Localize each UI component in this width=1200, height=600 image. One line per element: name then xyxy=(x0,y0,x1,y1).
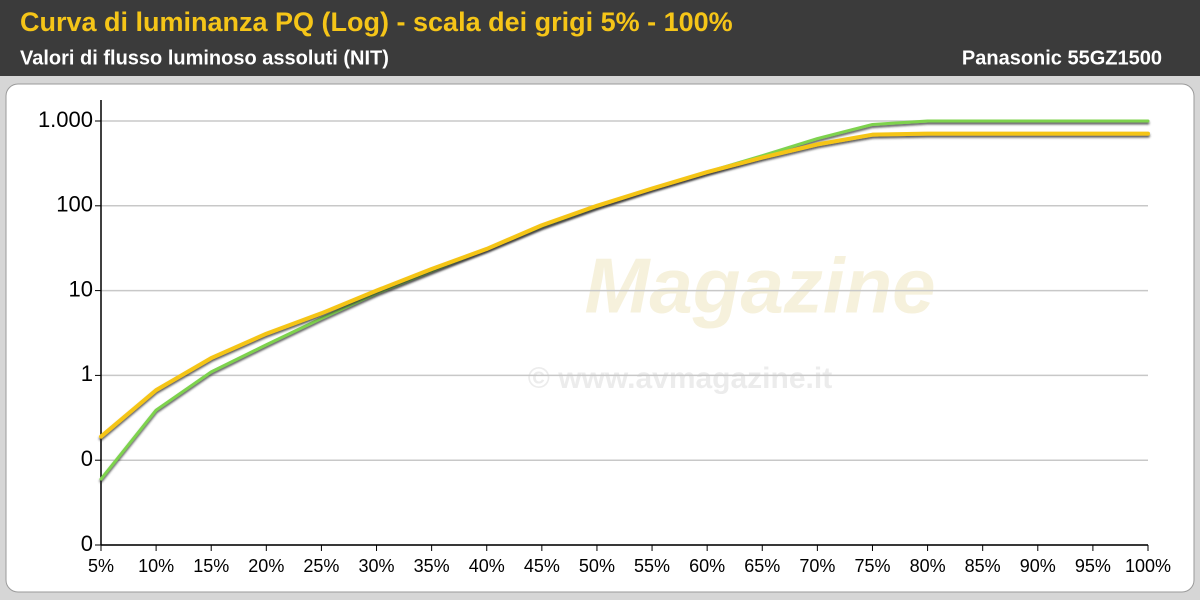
x-tick-label: 10% xyxy=(138,556,174,576)
y-tick-label: 0 xyxy=(81,446,93,471)
x-tick-label: 70% xyxy=(799,556,835,576)
x-tick-label: 75% xyxy=(854,556,890,576)
x-tick-label: 95% xyxy=(1075,556,1111,576)
header xyxy=(0,0,1200,76)
x-tick-label: 40% xyxy=(469,556,505,576)
y-tick-label: 100 xyxy=(56,192,93,217)
x-tick-label: 25% xyxy=(303,556,339,576)
x-tick-label: 90% xyxy=(1020,556,1056,576)
y-tick-label: 0 xyxy=(81,531,93,556)
x-tick-label: 30% xyxy=(359,556,395,576)
watermark: Magazine xyxy=(584,242,935,330)
x-tick-label: 100% xyxy=(1125,556,1171,576)
x-tick-label: 85% xyxy=(965,556,1001,576)
x-tick-label: 50% xyxy=(579,556,615,576)
x-tick-label: 55% xyxy=(634,556,670,576)
device-name: Panasonic 55GZ1500 xyxy=(962,47,1162,69)
chart-title: Curva di luminanza PQ (Log) - scala dei … xyxy=(20,7,733,37)
y-tick-label: 1.000 xyxy=(38,107,93,132)
x-tick-label: 35% xyxy=(414,556,450,576)
series-line xyxy=(99,131,1150,439)
x-tick-label: 20% xyxy=(248,556,284,576)
x-tick-label: 65% xyxy=(744,556,780,576)
x-tick-label: 15% xyxy=(193,556,229,576)
y-tick-label: 10 xyxy=(69,276,93,301)
x-tick-label: 45% xyxy=(524,556,560,576)
x-tick-label: 60% xyxy=(689,556,725,576)
x-tick-label: 80% xyxy=(910,556,946,576)
chart-subtitle: Valori di flusso luminoso assoluti (NIT) xyxy=(20,47,389,69)
y-tick-label: 1 xyxy=(81,361,93,386)
watermark: © www.avmagazine.it xyxy=(528,362,832,395)
x-tick-label: 5% xyxy=(88,556,114,576)
plot-panel xyxy=(5,83,1195,593)
